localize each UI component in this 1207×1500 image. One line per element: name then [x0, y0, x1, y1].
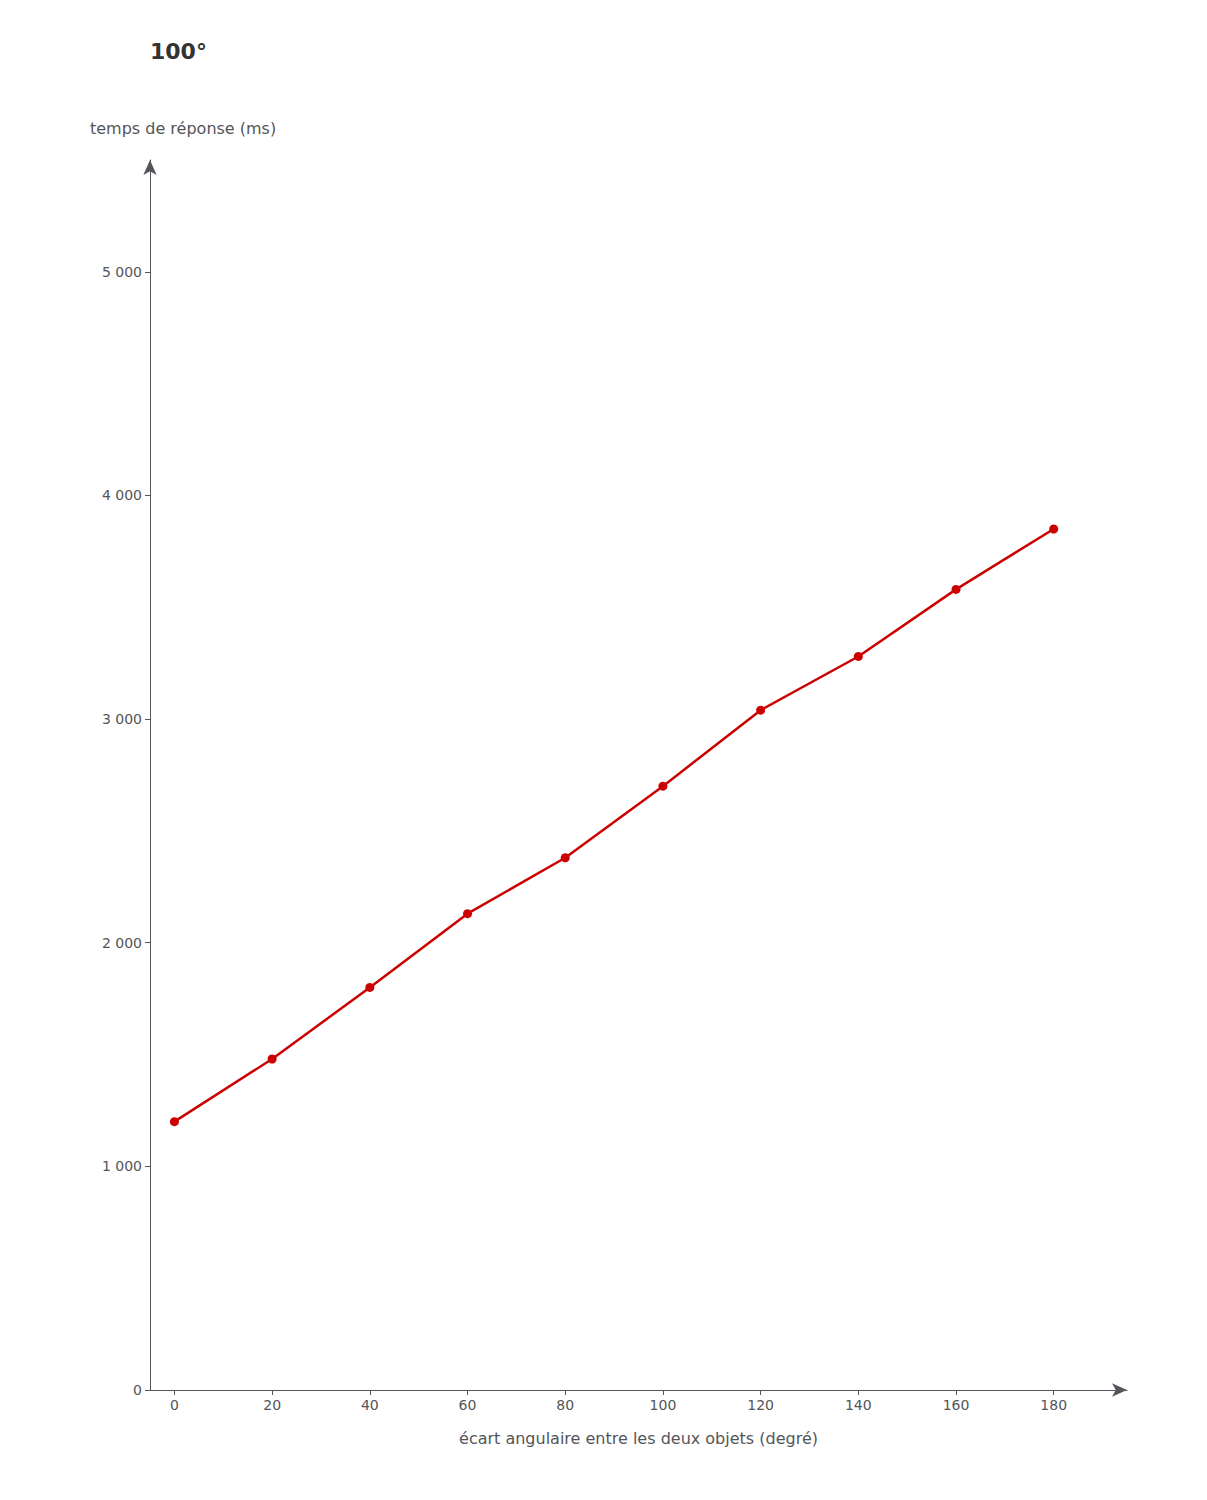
svg-text:écart angulaire entre les deux: écart angulaire entre les deux objets (d… — [459, 1429, 818, 1448]
svg-text:2 000: 2 000 — [102, 935, 142, 951]
svg-text:100°: 100° — [150, 39, 207, 64]
svg-text:1 000: 1 000 — [102, 1158, 142, 1174]
svg-text:140: 140 — [845, 1397, 872, 1413]
svg-text:120: 120 — [747, 1397, 774, 1413]
svg-text:40: 40 — [361, 1397, 379, 1413]
svg-text:temps de réponse (ms): temps de réponse (ms) — [90, 119, 276, 138]
svg-text:60: 60 — [459, 1397, 477, 1413]
svg-text:100: 100 — [650, 1397, 677, 1413]
svg-text:160: 160 — [943, 1397, 970, 1413]
svg-text:20: 20 — [263, 1397, 281, 1413]
svg-text:180: 180 — [1040, 1397, 1067, 1413]
svg-text:3 000: 3 000 — [102, 711, 142, 727]
svg-text:0: 0 — [170, 1397, 179, 1413]
svg-text:4 000: 4 000 — [102, 487, 142, 503]
svg-text:0: 0 — [133, 1382, 142, 1398]
svg-text:80: 80 — [556, 1397, 574, 1413]
svg-text:5 000: 5 000 — [102, 264, 142, 280]
